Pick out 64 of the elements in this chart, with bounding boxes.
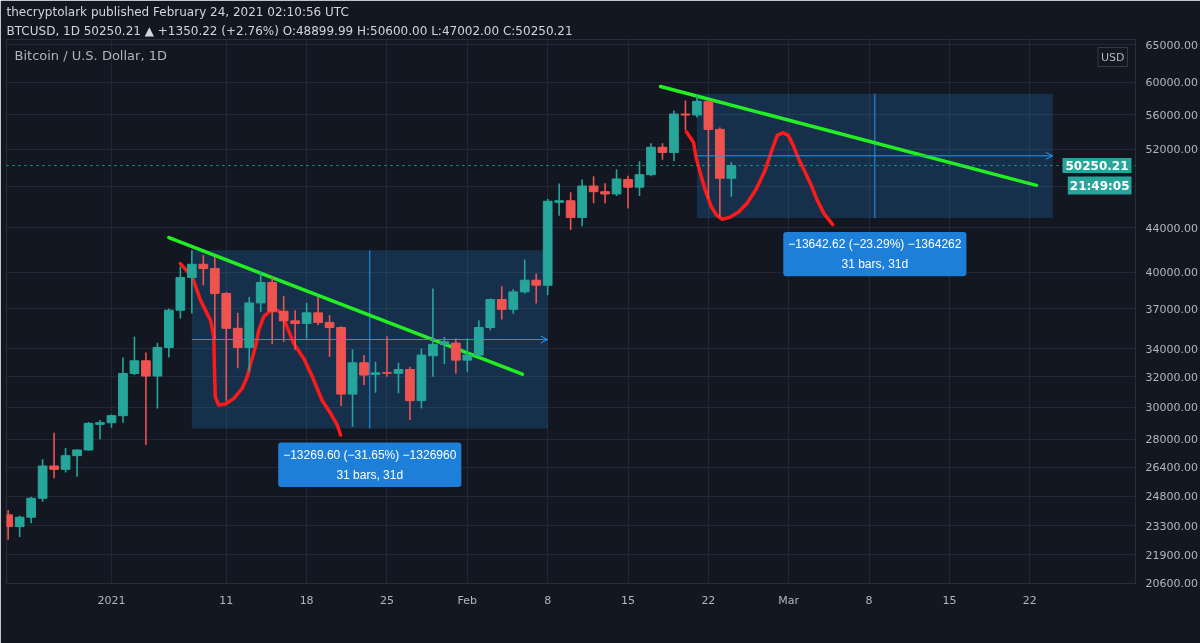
candlestick [129,336,140,376]
candlestick [692,94,702,119]
y-tick-label: 65000.00 [1145,38,1198,52]
y-tick-label: 32000.00 [1145,370,1198,384]
candlestick [370,361,381,394]
chart-title: thecryptolark published February 24, 2021 02:10:56 UTC [6,4,349,19]
y-tick-label: 40000.00 [1145,266,1198,280]
candlestick [623,175,633,210]
x-tick-label: 22 [1022,593,1037,607]
y-tick-label: 56000.00 [1145,108,1198,122]
y-tick-label: 24800.00 [1145,490,1198,504]
x-tick-label: 15 [621,593,636,607]
y-tick-label: 30000.00 [1145,401,1198,415]
candlestick [382,335,392,378]
annotation: Bitcoin / U.S. Dollar, 1D [14,47,167,63]
ref-line-label: 50250.21 [1065,159,1129,174]
candlestick [255,271,266,313]
candlestick [393,362,404,395]
candlestick [565,191,576,231]
candlestick [359,354,369,386]
candlestick [519,258,530,295]
annotation: 21:49:05 [1069,178,1130,193]
candlestick [450,337,461,375]
candlestick [301,302,312,340]
candlestick [60,447,71,474]
candlestick [680,99,691,131]
candlestick [462,337,473,373]
candlestick [141,351,151,446]
y-tick-label: 44000.00 [1145,221,1198,235]
x-tick-label: Mar [778,593,800,607]
y-tick-label: 26400.00 [1145,461,1198,475]
y-tick-label: 21900.00 [1145,548,1198,562]
y-tick-label: 23300.00 [1145,519,1198,533]
x-tick-label: Feb [457,593,478,607]
candlestick [496,285,507,321]
y-tick-label: 52000.00 [1145,143,1198,157]
y-tick-label: 34000.00 [1145,342,1198,356]
candlestick [531,272,542,305]
annotation: −13642.62 (−23.29%) −1364262 31 bars, 31d [788,236,962,272]
candlestick [508,288,519,315]
line-series [178,261,343,437]
candlestick [186,249,197,315]
chart-subtitle: BTCUSD, 1D 50250.21 ▲ +1350.22 (+2.76%) O:48899.99 H:50600.00 L:47002.00 C:50250.21 [6,23,573,38]
x-tick-label: 8 [865,593,873,607]
x-tick-label: 25 [379,593,394,607]
y-tick-label: 28000.00 [1145,433,1198,447]
y-tick-label: 20600.00 [1145,577,1198,591]
x-tick-label: 8 [544,593,552,607]
candlestick [198,254,209,287]
x-tick-label: 15 [942,593,957,607]
annotation: −13269.60 (−31.65%) −1326960 31 bars, 31d [283,447,457,482]
candlestick [232,312,243,370]
x-tick-label: 2021 [97,593,126,607]
y-tick-label: 60000.00 [1145,76,1198,90]
candlestick [72,448,82,478]
candlestick [313,296,323,326]
x-tick-label: 11 [219,593,234,607]
line-series [684,130,835,227]
y-tick-label: 37000.00 [1145,302,1198,316]
x-tick-label: 22 [701,593,716,607]
x-tick-label: 18 [299,593,314,607]
y-axis-title: USD [1101,50,1125,64]
candlestick [611,168,622,197]
candlestick [49,431,59,480]
